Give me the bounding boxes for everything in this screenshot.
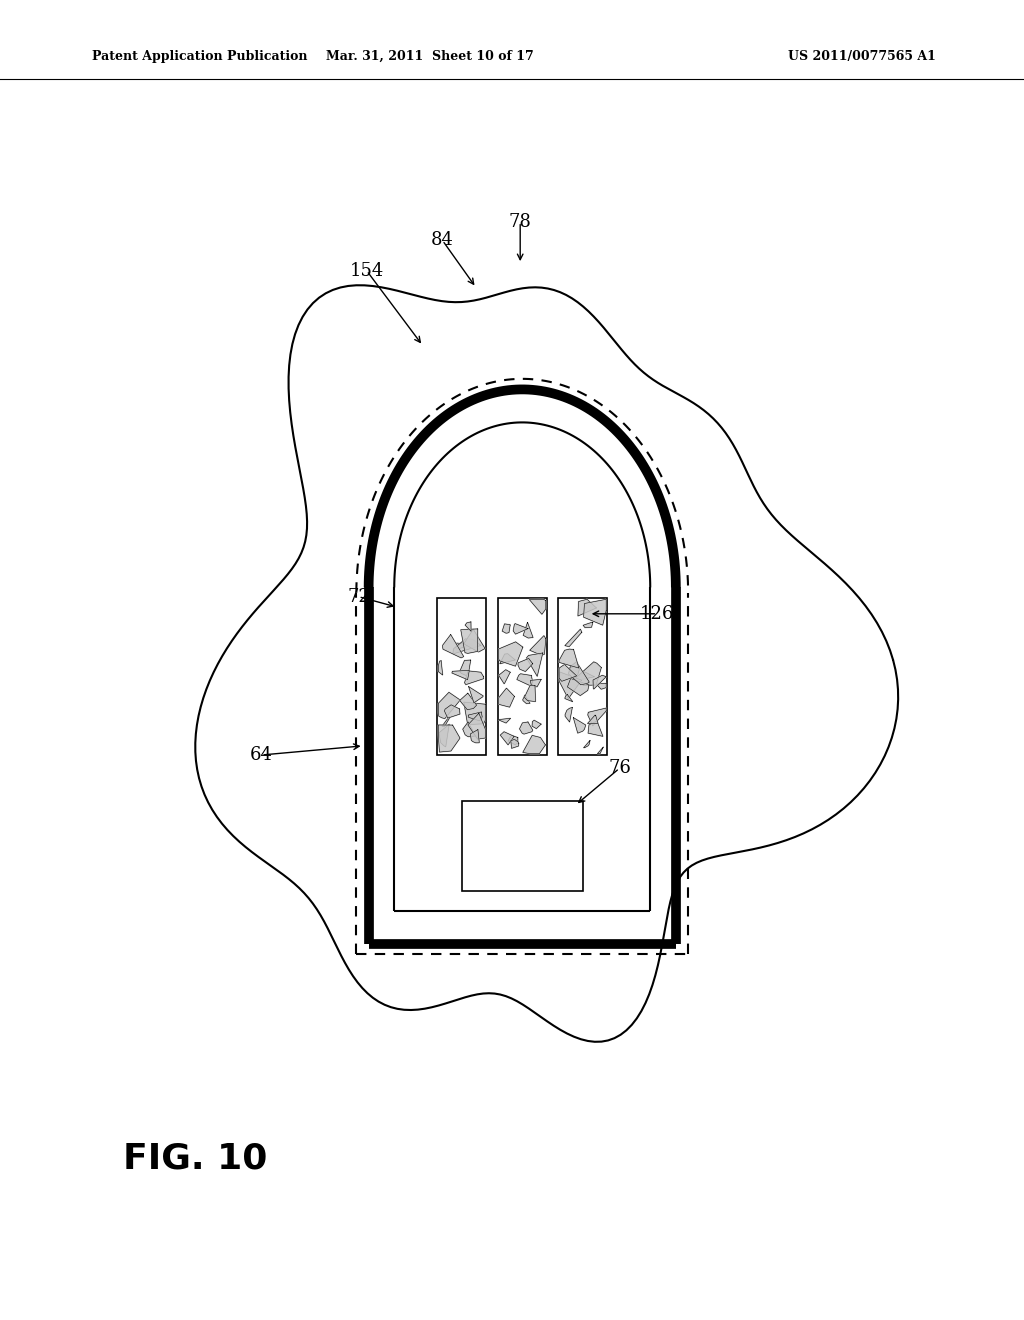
Bar xyxy=(498,598,547,755)
Polygon shape xyxy=(465,671,483,685)
Text: FIG. 10: FIG. 10 xyxy=(123,1142,267,1176)
Bar xyxy=(558,598,607,755)
Polygon shape xyxy=(470,730,479,743)
Polygon shape xyxy=(588,721,603,737)
Polygon shape xyxy=(499,718,511,723)
Polygon shape xyxy=(442,635,464,657)
Text: Patent Application Publication: Patent Application Publication xyxy=(92,50,307,63)
Polygon shape xyxy=(578,599,596,616)
Polygon shape xyxy=(499,688,514,708)
Text: 154: 154 xyxy=(349,261,384,280)
Polygon shape xyxy=(579,672,594,680)
Polygon shape xyxy=(469,686,483,702)
Text: 126: 126 xyxy=(640,605,675,623)
Polygon shape xyxy=(584,599,606,626)
Polygon shape xyxy=(460,693,476,710)
Polygon shape xyxy=(438,725,460,752)
Polygon shape xyxy=(573,718,586,733)
Bar xyxy=(462,801,583,891)
Polygon shape xyxy=(559,672,582,698)
Polygon shape xyxy=(588,715,598,723)
Text: 64: 64 xyxy=(250,746,272,764)
Polygon shape xyxy=(523,735,546,754)
Polygon shape xyxy=(593,676,606,689)
Polygon shape xyxy=(439,725,450,747)
Polygon shape xyxy=(565,694,572,702)
Polygon shape xyxy=(438,661,442,675)
Polygon shape xyxy=(529,636,546,655)
Polygon shape xyxy=(499,642,523,667)
Polygon shape xyxy=(454,639,481,653)
Polygon shape xyxy=(583,622,593,627)
Polygon shape xyxy=(559,649,579,668)
Polygon shape xyxy=(529,599,546,614)
Polygon shape xyxy=(465,622,471,631)
Polygon shape xyxy=(468,711,482,721)
Polygon shape xyxy=(565,630,582,647)
Polygon shape xyxy=(442,717,450,726)
Polygon shape xyxy=(517,673,532,686)
Polygon shape xyxy=(588,708,606,726)
Polygon shape xyxy=(460,660,471,676)
Polygon shape xyxy=(464,630,485,652)
Polygon shape xyxy=(523,696,530,704)
Polygon shape xyxy=(532,721,541,729)
Polygon shape xyxy=(463,722,476,737)
Polygon shape xyxy=(468,713,485,739)
Polygon shape xyxy=(568,661,589,685)
Polygon shape xyxy=(457,643,472,649)
Polygon shape xyxy=(568,665,580,678)
Polygon shape xyxy=(598,684,606,689)
Polygon shape xyxy=(464,702,485,725)
Polygon shape xyxy=(452,671,469,680)
Polygon shape xyxy=(567,678,589,696)
Polygon shape xyxy=(461,628,478,653)
Polygon shape xyxy=(530,680,542,686)
Polygon shape xyxy=(438,692,460,718)
Polygon shape xyxy=(499,669,510,684)
Polygon shape xyxy=(518,659,532,672)
Text: 72: 72 xyxy=(347,587,370,606)
Polygon shape xyxy=(508,735,518,744)
Polygon shape xyxy=(511,739,519,748)
Polygon shape xyxy=(513,623,528,634)
Text: 76: 76 xyxy=(608,759,631,777)
Polygon shape xyxy=(584,741,590,748)
Polygon shape xyxy=(559,664,577,681)
Polygon shape xyxy=(444,705,460,718)
Bar xyxy=(437,598,486,755)
Text: Mar. 31, 2011  Sheet 10 of 17: Mar. 31, 2011 Sheet 10 of 17 xyxy=(327,50,534,63)
Polygon shape xyxy=(597,747,603,754)
Polygon shape xyxy=(502,624,510,634)
Polygon shape xyxy=(526,653,543,676)
Text: 84: 84 xyxy=(431,231,454,249)
Polygon shape xyxy=(565,708,572,722)
Polygon shape xyxy=(500,653,515,664)
Polygon shape xyxy=(523,622,534,638)
Polygon shape xyxy=(519,722,532,734)
Text: US 2011/0077565 A1: US 2011/0077565 A1 xyxy=(788,50,936,63)
Text: 78: 78 xyxy=(509,213,531,231)
Polygon shape xyxy=(501,731,514,744)
Polygon shape xyxy=(577,661,601,685)
Polygon shape xyxy=(524,685,536,701)
